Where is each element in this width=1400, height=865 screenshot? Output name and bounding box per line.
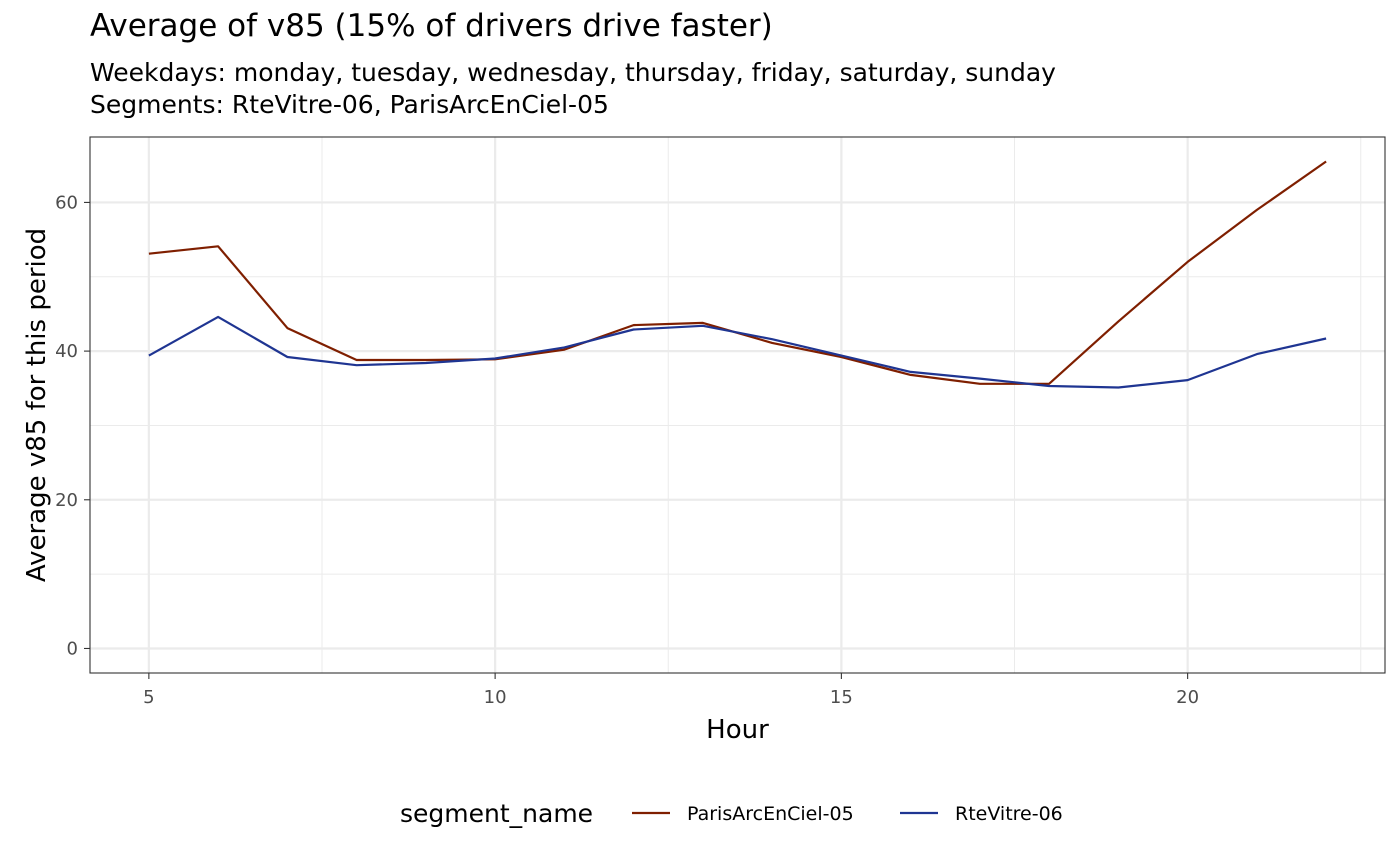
x-axis-ticks: 5 10 15 20	[143, 673, 1199, 708]
chart-subtitle-segments: Segments: RteVitre-06, ParisArcEnCiel-05	[90, 90, 609, 119]
plot-panel-border	[89, 136, 1386, 674]
x-axis-title: Hour	[706, 715, 769, 745]
series-line-rtevitre-06	[148, 315, 1327, 389]
x-tick-label: 20	[1176, 687, 1199, 708]
minor-gridlines	[90, 137, 1385, 673]
chart-title: Average of v85 (15% of drivers drive fas…	[90, 8, 773, 44]
legend-title: segment_name	[400, 799, 593, 828]
y-tick-label: 60	[55, 192, 78, 213]
x-tick-label: 15	[830, 687, 853, 708]
major-gridlines	[90, 137, 1385, 673]
y-axis-title: Average v85 for this period	[22, 228, 52, 582]
y-tick-label: 40	[55, 341, 78, 362]
y-tick-label: 0	[67, 638, 78, 659]
legend-label-parisarcenciel-05: ParisArcEnCiel-05	[687, 803, 854, 825]
legend-label-rtevitre-06: RteVitre-06	[955, 803, 1063, 825]
y-tick-label: 20	[55, 490, 78, 511]
y-axis-ticks: 0 20 40 60	[55, 192, 90, 659]
legend: segment_name ParisArcEnCiel-05 RteVitre-0…	[400, 799, 1063, 828]
x-tick-label: 5	[143, 687, 154, 708]
x-tick-label: 10	[484, 687, 507, 708]
series-lines	[148, 160, 1327, 389]
chart-subtitle-weekdays: Weekdays: monday, tuesday, wednesday, th…	[90, 58, 1056, 87]
